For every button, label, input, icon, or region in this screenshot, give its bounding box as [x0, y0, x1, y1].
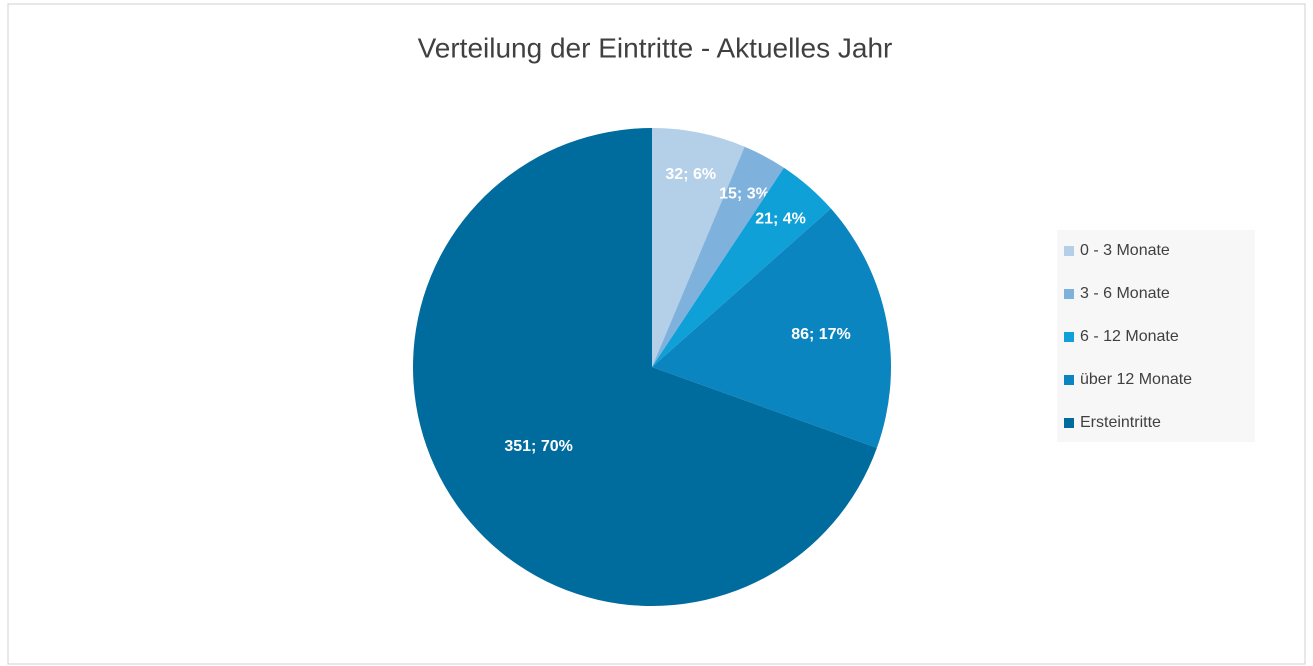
legend-swatch	[1064, 418, 1074, 428]
legend-label: 3 - 6 Monate	[1080, 285, 1170, 302]
legend-swatch	[1064, 332, 1074, 342]
legend-swatch	[1064, 375, 1074, 385]
data-label: 21; 4%	[755, 210, 806, 227]
data-label: 32; 6%	[665, 166, 716, 183]
legend-swatch	[1064, 246, 1074, 256]
legend-label: 0 - 3 Monate	[1080, 242, 1170, 259]
pie-slice	[652, 167, 831, 367]
pie-slice	[412, 128, 877, 606]
legend-label: 6 - 12 Monate	[1080, 328, 1179, 345]
legend-label: über 12 Monate	[1080, 371, 1192, 388]
data-label: 86; 17%	[791, 326, 851, 343]
pie-slice	[652, 146, 784, 367]
legend-box	[1057, 230, 1255, 442]
data-label: 15; 3%	[719, 185, 770, 202]
legend-label: Ersteintritte	[1080, 414, 1161, 431]
pie-slice	[652, 128, 745, 367]
legend-swatch	[1064, 289, 1074, 299]
data-label: 351; 70%	[504, 438, 573, 455]
chart-title: Verteilung der Eintritte - Aktuelles Jah…	[418, 32, 893, 63]
pie-slice	[652, 208, 891, 448]
